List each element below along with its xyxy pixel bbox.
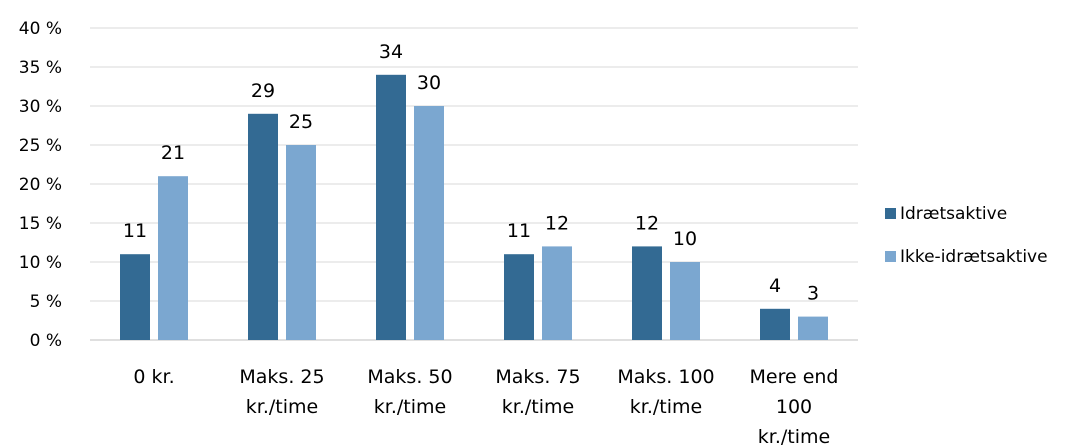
x-category-label: 0 kr. (133, 366, 174, 388)
bar-ikke-idraetsaktive (414, 106, 444, 340)
x-category-label: kr./time (758, 426, 830, 448)
bar-idraetsaktive (760, 308, 790, 340)
bar-ikke-idraetsaktive (542, 246, 572, 340)
y-tick-label: 35 % (19, 58, 62, 78)
bar-idraetsaktive (376, 74, 406, 341)
y-tick-label: 30 % (19, 97, 62, 117)
x-category-label: Mere end (750, 366, 839, 388)
gridlines (90, 27, 858, 341)
x-category-label: Maks. 100 (617, 366, 714, 388)
legend-swatch (885, 251, 896, 262)
y-tick-label: 25 % (19, 136, 62, 156)
x-axis-categories: 0 kr. Maks. 25 kr./time Maks. 50 kr./time Mak… (133, 366, 838, 448)
data-label: 29 (251, 80, 275, 102)
bar-idraetsaktive (632, 246, 662, 340)
data-label: 10 (673, 228, 697, 250)
data-label: 21 (161, 142, 185, 164)
x-category-label: kr./time (502, 396, 574, 418)
x-category-label: kr./time (374, 396, 446, 418)
x-category-label: kr./time (246, 396, 318, 418)
bar-ikke-idraetsaktive (286, 145, 316, 340)
x-category-label: Maks. 75 (495, 366, 580, 388)
bar-ikke-idraetsaktive (670, 262, 700, 340)
y-tick-label: 10 % (19, 253, 62, 273)
data-label: 12 (635, 212, 659, 234)
legend: Idrætsaktive Ikke-idrætsaktive (885, 204, 1048, 267)
data-label: 30 (417, 72, 441, 94)
y-tick-label: 5 % (30, 292, 62, 312)
y-axis-ticks: 0 % 5 % 10 % 15 % 20 % 25 % 30 % 35 % 40 % (19, 19, 62, 351)
data-label: 34 (379, 41, 403, 63)
x-category-label: Maks. 50 (367, 366, 452, 388)
data-label: 4 (769, 275, 781, 297)
bar-ikke-idraetsaktive (158, 176, 188, 340)
data-label: 12 (545, 212, 569, 234)
data-label: 11 (507, 220, 531, 242)
y-tick-label: 40 % (19, 19, 62, 39)
x-category-label: Maks. 25 (239, 366, 324, 388)
data-label: 25 (289, 111, 313, 133)
bar-idraetsaktive (504, 254, 534, 340)
y-tick-label: 0 % (30, 331, 62, 351)
bar-idraetsaktive (120, 254, 150, 340)
y-tick-label: 15 % (19, 214, 62, 234)
bar-idraetsaktive (248, 113, 278, 340)
data-label: 3 (807, 283, 819, 305)
bar-ikke-idraetsaktive (798, 316, 828, 340)
x-category-label: 100 (776, 396, 812, 418)
legend-swatch (885, 208, 896, 219)
legend-label: Ikke-idrætsaktive (900, 247, 1048, 267)
bars (120, 74, 828, 341)
data-label: 11 (123, 220, 147, 242)
y-tick-label: 20 % (19, 175, 62, 195)
data-labels: 11 21 29 25 34 30 11 12 12 10 4 3 (123, 41, 819, 305)
legend-label: Idrætsaktive (900, 204, 1007, 224)
x-category-label: kr./time (630, 396, 702, 418)
